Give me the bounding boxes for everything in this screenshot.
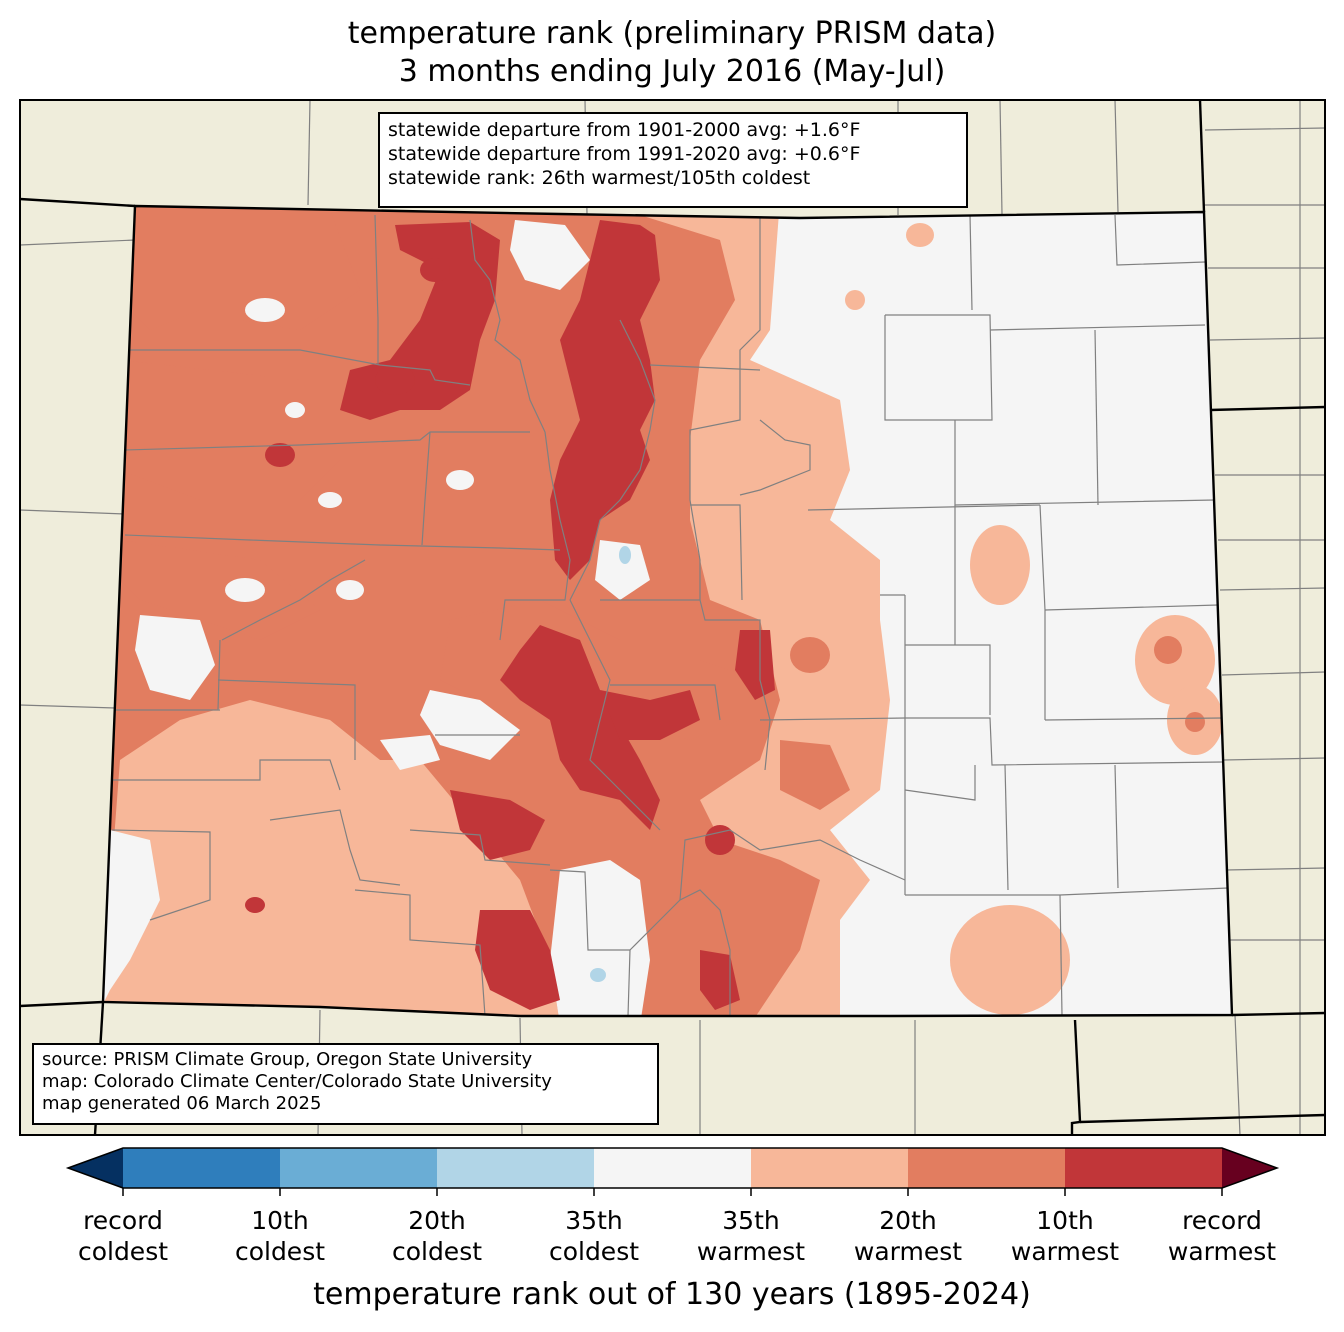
colorbar-extend-coldest <box>68 1148 123 1188</box>
zone-near-normal-west <box>103 220 650 1016</box>
colorbar <box>65 1147 1280 1196</box>
map-credit-line: map: Colorado Climate Center/Colorado St… <box>42 1071 552 1092</box>
map-frame <box>19 99 1326 1136</box>
colorbar-segment <box>751 1148 909 1188</box>
map-title: temperature rank (preliminary PRISM data… <box>347 16 997 51</box>
colorbar-segment <box>123 1148 281 1188</box>
tick-20th-warmest: 20th warmest <box>853 1206 963 1266</box>
statewide-stats-box: statewide departure from 1901-2000 avg: … <box>378 112 968 208</box>
source-box: source: PRISM Climate Group, Oregon Stat… <box>32 1043 659 1125</box>
colorbar-segment <box>1065 1148 1223 1188</box>
colorbar-segment <box>908 1148 1066 1188</box>
county-lines <box>111 214 1229 1016</box>
tick-record-warmest: record warmest <box>1167 1206 1277 1266</box>
colorbar-extend-warmest <box>1222 1148 1277 1188</box>
generated-date-line: map generated 06 March 2025 <box>42 1093 322 1114</box>
stat-statewide-rank: statewide rank: 26th warmest/105th colde… <box>388 167 811 189</box>
colorbar-label: temperature rank out of 130 years (1895-… <box>313 1277 1031 1312</box>
colorbar-segment <box>280 1148 438 1188</box>
tick-35th-warmest: 35th warmest <box>696 1206 806 1266</box>
zone-10th-warmest <box>245 220 775 1010</box>
colorado-border <box>101 204 1234 1018</box>
source-line: source: PRISM Climate Group, Oregon Stat… <box>42 1049 533 1070</box>
colorbar-segment <box>437 1148 595 1188</box>
temperature-rank-field <box>103 206 1232 1016</box>
zone-35th-coldest <box>590 546 631 982</box>
colorbar-segment <box>594 1148 752 1188</box>
tick-10th-warmest: 10th warmest <box>1010 1206 1120 1266</box>
tick-35th-coldest: 35th coldest <box>548 1206 640 1266</box>
stat-departure-1991-2020: statewide departure from 1991-2020 avg: … <box>388 143 861 165</box>
stat-departure-1901-2000: statewide departure from 1901-2000 avg: … <box>388 119 861 141</box>
map-subtitle: 3 months ending July 2016 (May-Jul) <box>398 54 946 89</box>
tick-20th-coldest: 20th coldest <box>391 1206 483 1266</box>
tick-record-coldest: record coldest <box>77 1206 169 1266</box>
tick-10th-coldest: 10th coldest <box>234 1206 326 1266</box>
